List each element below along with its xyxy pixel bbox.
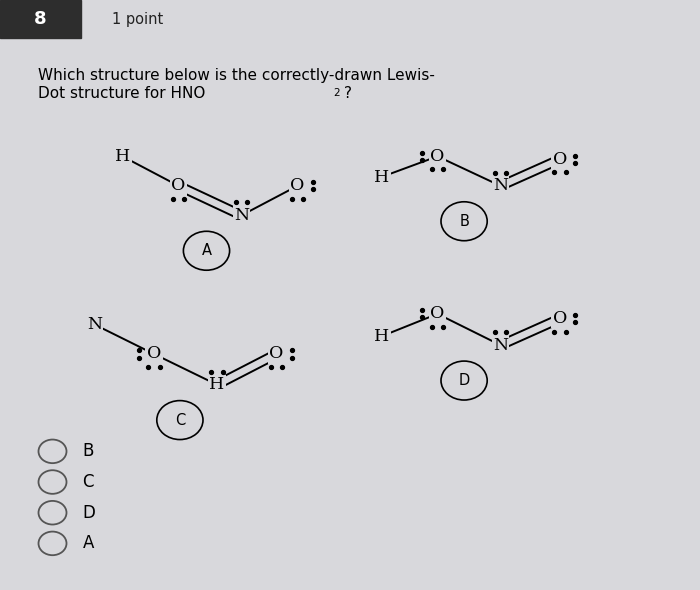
Text: B: B <box>83 442 94 460</box>
Circle shape <box>183 231 230 270</box>
Text: D: D <box>83 504 95 522</box>
Bar <box>0 0 80 38</box>
Text: N: N <box>87 316 102 333</box>
Text: O: O <box>172 178 186 194</box>
Text: ?: ? <box>344 86 352 100</box>
Text: N: N <box>234 207 249 224</box>
Text: B: B <box>459 214 469 229</box>
Text: O: O <box>430 148 444 165</box>
Text: N: N <box>493 337 508 353</box>
Circle shape <box>441 202 487 241</box>
Text: C: C <box>175 412 185 428</box>
Text: O: O <box>430 306 444 322</box>
Text: 8: 8 <box>34 10 46 28</box>
Text: N: N <box>493 178 508 194</box>
Text: H: H <box>115 148 130 165</box>
Text: H: H <box>374 169 389 185</box>
Text: O: O <box>147 346 161 362</box>
Text: C: C <box>83 473 94 491</box>
Text: O: O <box>553 151 567 168</box>
Text: O: O <box>290 178 304 194</box>
Text: O: O <box>553 310 567 327</box>
Text: H: H <box>209 376 225 393</box>
Circle shape <box>441 361 487 400</box>
Text: Dot structure for HNO: Dot structure for HNO <box>38 86 206 100</box>
Text: A: A <box>202 243 211 258</box>
Text: Which structure below is the correctly-drawn Lewis-: Which structure below is the correctly-d… <box>38 68 435 83</box>
Text: 2: 2 <box>333 88 340 99</box>
Text: 1 point: 1 point <box>112 12 163 27</box>
Text: D: D <box>458 373 470 388</box>
Text: H: H <box>374 328 389 345</box>
Text: A: A <box>83 535 94 552</box>
Text: O: O <box>270 346 284 362</box>
Circle shape <box>157 401 203 440</box>
